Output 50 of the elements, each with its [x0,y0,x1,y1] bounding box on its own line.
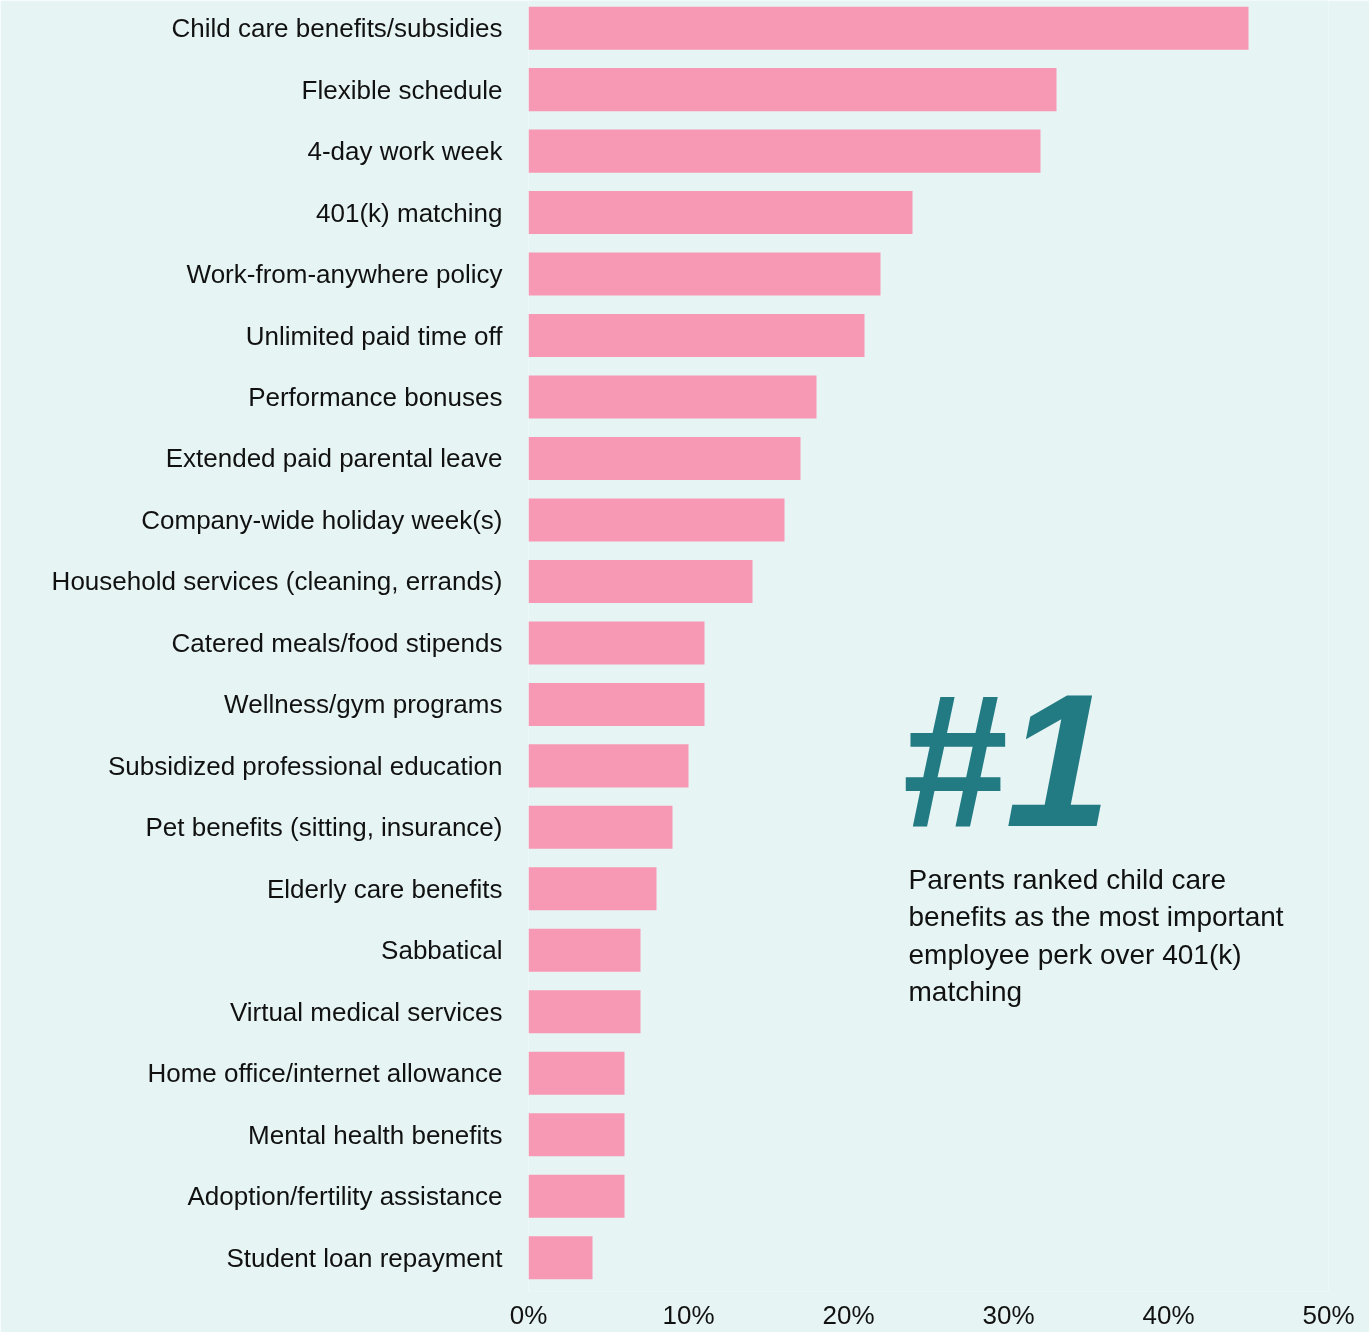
y-tick-label: Adoption/fertility assistance [187,1181,503,1212]
x-tick-label: 50% [1302,1299,1355,1330]
bar [528,744,689,788]
x-tick-label: 20% [822,1299,875,1330]
x-tick-label: 30% [982,1299,1035,1330]
y-tick-label: Company-wide holiday week(s) [141,504,503,535]
y-tick-label: Home office/internet allowance [147,1058,503,1089]
bar [528,559,753,603]
y-tick-label: Virtual medical services [229,996,503,1027]
bar [528,1051,625,1095]
y-tick-label: Performance bonuses [248,382,503,413]
bar [528,314,865,358]
bar [528,191,913,235]
x-tick-label: 40% [1142,1299,1195,1330]
bar [528,129,1041,173]
bar [528,68,1057,112]
x-tick-label: 0% [509,1299,548,1330]
y-tick-label: Unlimited paid time off [245,320,504,351]
x-tick-label: 10% [662,1299,715,1330]
bar [528,621,705,665]
y-tick-label: Extended paid parental leave [165,443,503,474]
y-tick-label: Elderly care benefits [266,873,503,904]
bar [528,252,881,296]
bar [528,1174,625,1218]
bar [528,990,641,1034]
y-tick-label: Flexible schedule [301,74,503,105]
y-tick-label: Pet benefits (sitting, insurance) [145,812,503,843]
bar [528,682,705,726]
y-tick-label: 401(k) matching [316,197,503,228]
annotation: Parents ranked child care benefits as the most important employee perk over 401(k) matching [908,864,1284,1007]
bar [528,805,673,849]
y-tick-label: Child care benefits/subsidies [171,13,503,44]
y-tick-label: Subsidized professional education [107,750,503,781]
bar [528,375,817,419]
bar [528,867,657,911]
bar [528,1113,625,1157]
y-tick-label: Catered meals/food stipends [171,627,503,658]
y-tick-label: Wellness/gym programs [224,689,503,720]
y-tick-label: 4-day work week [307,136,504,167]
y-tick-label: Sabbatical [381,935,503,966]
y-tick-label: Work-from-anywhere policy [186,259,503,290]
y-tick-label: Mental health benefits [248,1119,503,1150]
bar [528,928,641,972]
bar [528,498,785,542]
bar [528,436,801,481]
bar [528,6,1249,50]
bar [528,1236,593,1280]
y-tick-label: Student loan repayment [226,1242,504,1273]
y-tick-label: Household services (cleaning, errands) [51,566,503,597]
annotation: #1 [899,653,1112,866]
